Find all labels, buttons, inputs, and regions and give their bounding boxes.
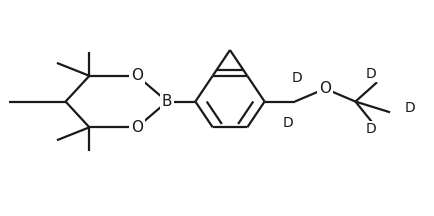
- Text: O: O: [131, 68, 143, 83]
- Text: D: D: [283, 116, 294, 130]
- Text: D: D: [365, 122, 376, 137]
- Text: O: O: [319, 81, 331, 96]
- Text: B: B: [162, 94, 172, 109]
- Text: D: D: [365, 67, 376, 81]
- Text: O: O: [131, 120, 143, 135]
- Text: D: D: [404, 101, 415, 115]
- Text: D: D: [292, 71, 302, 85]
